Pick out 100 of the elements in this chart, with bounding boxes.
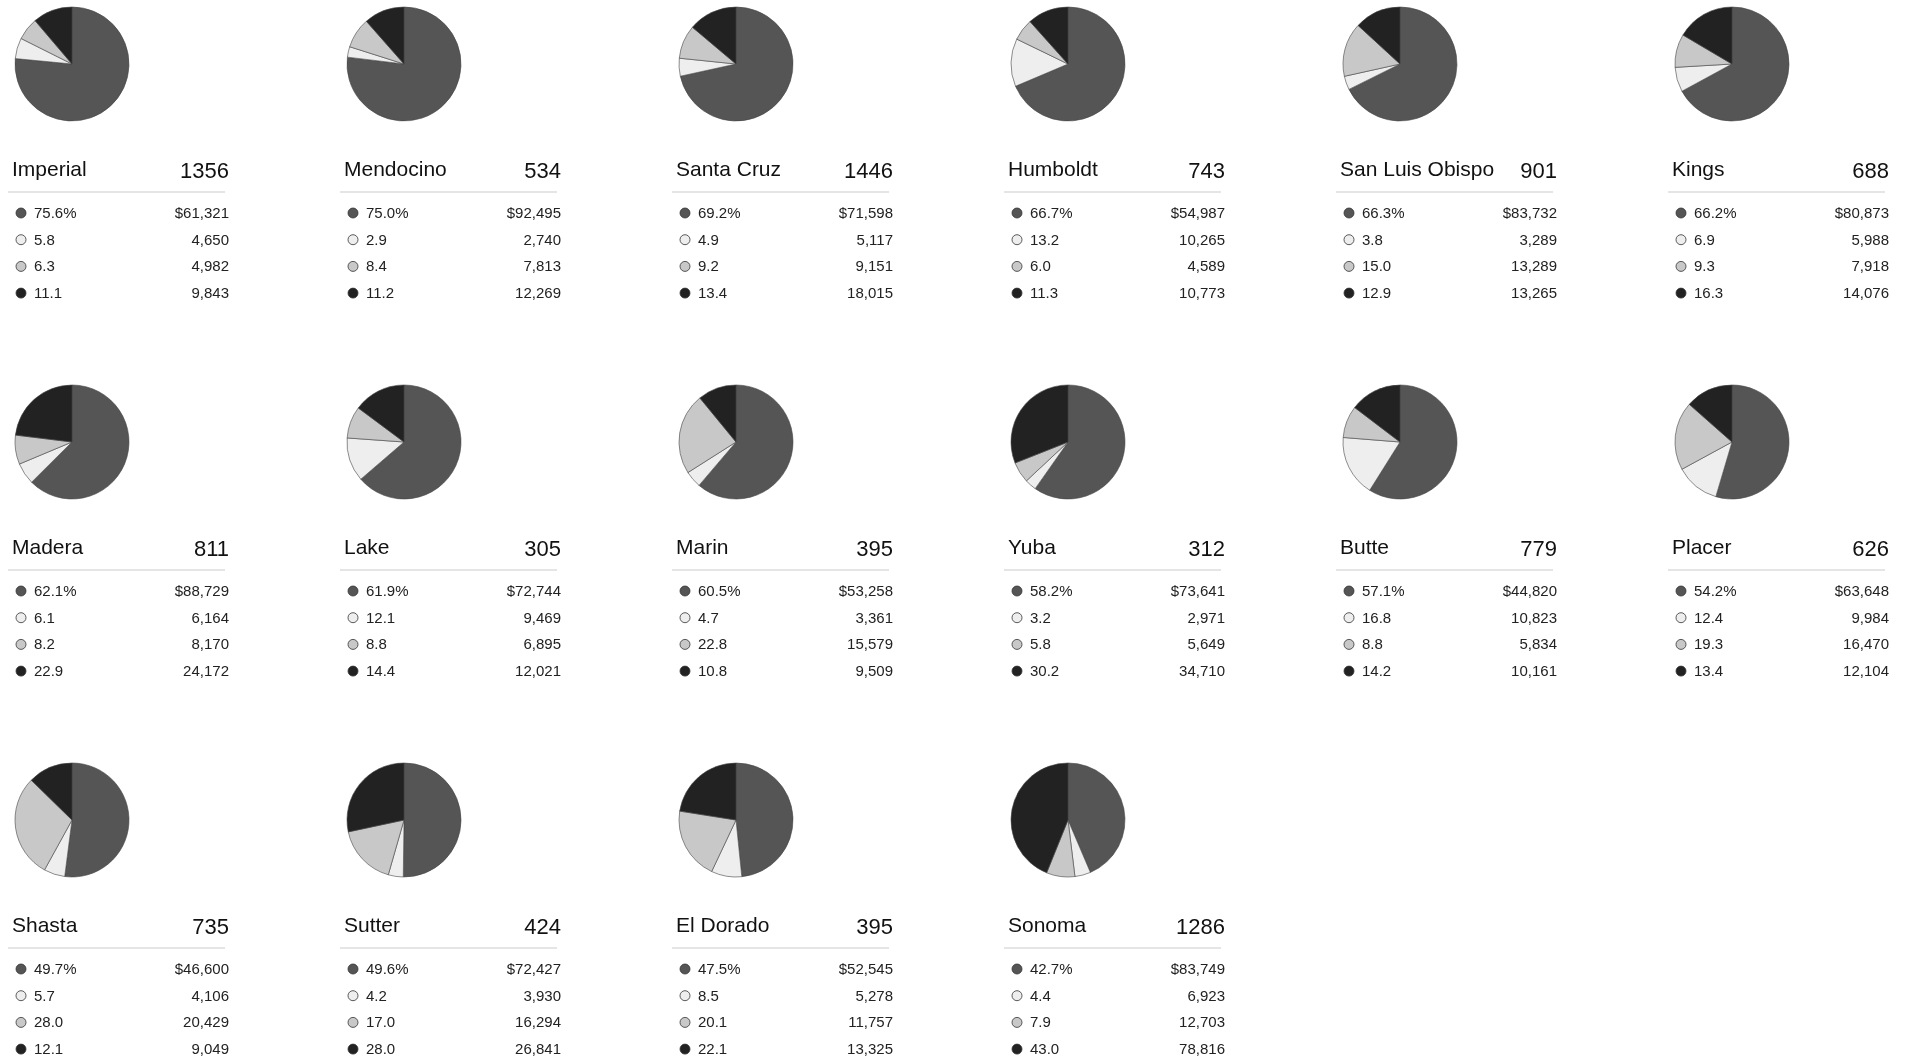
text: 1446 [844, 158, 893, 183]
text: 13,325 [847, 1040, 893, 1058]
text: $83,732 [1502, 204, 1557, 221]
text: 811 [193, 536, 229, 561]
legend-label: 3.8 [1362, 230, 1383, 248]
text: 5,117 [856, 230, 893, 248]
legend-label: 6.3 [34, 257, 55, 275]
text: 743 [1188, 158, 1225, 183]
text: 7,813 [523, 257, 561, 275]
legend-label: 5.8 [34, 230, 55, 248]
legend-label: 8.4 [366, 257, 387, 275]
text: 4,589 [1187, 257, 1225, 275]
text: 9,049 [191, 1040, 229, 1058]
text: 4,106 [191, 986, 229, 1004]
legend-label: 9.3 [1694, 257, 1715, 275]
text: 6,164 [191, 608, 229, 626]
text: 10,265 [1179, 230, 1225, 248]
text: 2,971 [1187, 608, 1225, 626]
text: 6,923 [1187, 986, 1225, 1004]
text: 626 [1852, 536, 1889, 561]
text: $72,427 [506, 960, 561, 977]
legend-label: 57.1% [1362, 582, 1405, 599]
legend-label: 66.2% [1694, 204, 1737, 221]
legend-label: 12.1 [366, 608, 396, 626]
text: Sonoma [1008, 913, 1087, 936]
legend-label: 6.9 [1694, 230, 1715, 248]
text: 14,076 [1843, 284, 1889, 302]
legend-label: 47.5% [698, 960, 741, 977]
text: $88,729 [174, 582, 229, 599]
text: 5,988 [1851, 230, 1889, 248]
legend-label: 7.9 [1030, 1013, 1051, 1031]
legend-label: 13.4 [698, 284, 728, 302]
legend-label: 13.4 [1694, 662, 1724, 680]
text: $71,598 [838, 204, 893, 221]
text: 10,823 [1511, 608, 1557, 626]
legend-label: 66.3% [1362, 204, 1405, 221]
legend-label: 5.8 [1030, 635, 1051, 653]
text: $73,641 [1170, 582, 1225, 599]
legend-label: 5.7 [34, 986, 55, 1004]
text: 395 [856, 914, 893, 939]
legend-label: 4.9 [698, 230, 719, 248]
text: 78,816 [1179, 1040, 1225, 1058]
text: 12,021 [515, 662, 561, 680]
legend-label: 22.1 [698, 1040, 728, 1058]
legend-label: 66.7% [1030, 204, 1073, 221]
legend-label: 12.1 [34, 1040, 64, 1058]
legend-label: 4.2 [366, 986, 387, 1004]
text: $44,820 [1502, 582, 1557, 599]
text: Marin [676, 535, 729, 558]
legend-label: 12.9 [1362, 284, 1392, 302]
text: $53,258 [838, 582, 893, 599]
legend-label: 15.0 [1362, 257, 1392, 275]
legend-label: 17.0 [366, 1013, 396, 1031]
text: 8,170 [191, 635, 229, 653]
legend-label: 14.4 [366, 662, 396, 680]
text: Shasta [12, 913, 78, 936]
legend-label: 43.0 [1030, 1040, 1060, 1058]
legend-label: 62.1% [34, 582, 77, 599]
text: 3,930 [523, 986, 561, 1004]
text: 11,757 [848, 1013, 893, 1031]
legend-label: 69.2% [698, 204, 741, 221]
text: 5,649 [1187, 635, 1225, 653]
text: 18,015 [847, 284, 893, 302]
text: Humboldt [1008, 157, 1099, 180]
text: 9,469 [523, 608, 561, 626]
text: 4,982 [191, 257, 229, 275]
text: 15,579 [847, 635, 893, 653]
text: 5,278 [855, 986, 893, 1004]
legend-label: 11.1 [34, 284, 63, 302]
text: $83,749 [1170, 960, 1225, 977]
text: 12,104 [1843, 662, 1889, 680]
text: 312 [1188, 536, 1225, 561]
text: Sutter [344, 913, 401, 936]
text: $63,648 [1834, 582, 1889, 599]
text: 688 [1852, 158, 1889, 183]
legend-label: 20.1 [698, 1013, 728, 1031]
text: 534 [524, 158, 561, 183]
text: Mendocino [344, 157, 447, 180]
text: $46,600 [174, 960, 229, 977]
legend-label: 30.2 [1030, 662, 1060, 680]
legend-label: 54.2% [1694, 582, 1737, 599]
text: $52,545 [838, 960, 893, 977]
text: 9,151 [855, 257, 893, 275]
legend-label: 28.0 [366, 1040, 396, 1058]
text: $80,873 [1834, 204, 1889, 221]
text: 9,984 [1851, 608, 1889, 626]
text: 24,172 [183, 662, 229, 680]
legend-label: 13.2 [1030, 230, 1060, 248]
text: 424 [524, 914, 561, 939]
legend-label: 2.9 [366, 230, 387, 248]
legend-label: 8.2 [34, 635, 55, 653]
text: 10,161 [1511, 662, 1557, 680]
legend-label: 12.4 [1694, 608, 1724, 626]
legend-label: 6.1 [34, 608, 55, 626]
text: 34,710 [1179, 662, 1225, 680]
text: Yuba [1008, 535, 1057, 558]
legend-label: 11.3 [1030, 284, 1059, 302]
pie-slice [680, 6, 794, 122]
legend-label: 60.5% [698, 582, 741, 599]
legend-label: 3.2 [1030, 608, 1051, 626]
